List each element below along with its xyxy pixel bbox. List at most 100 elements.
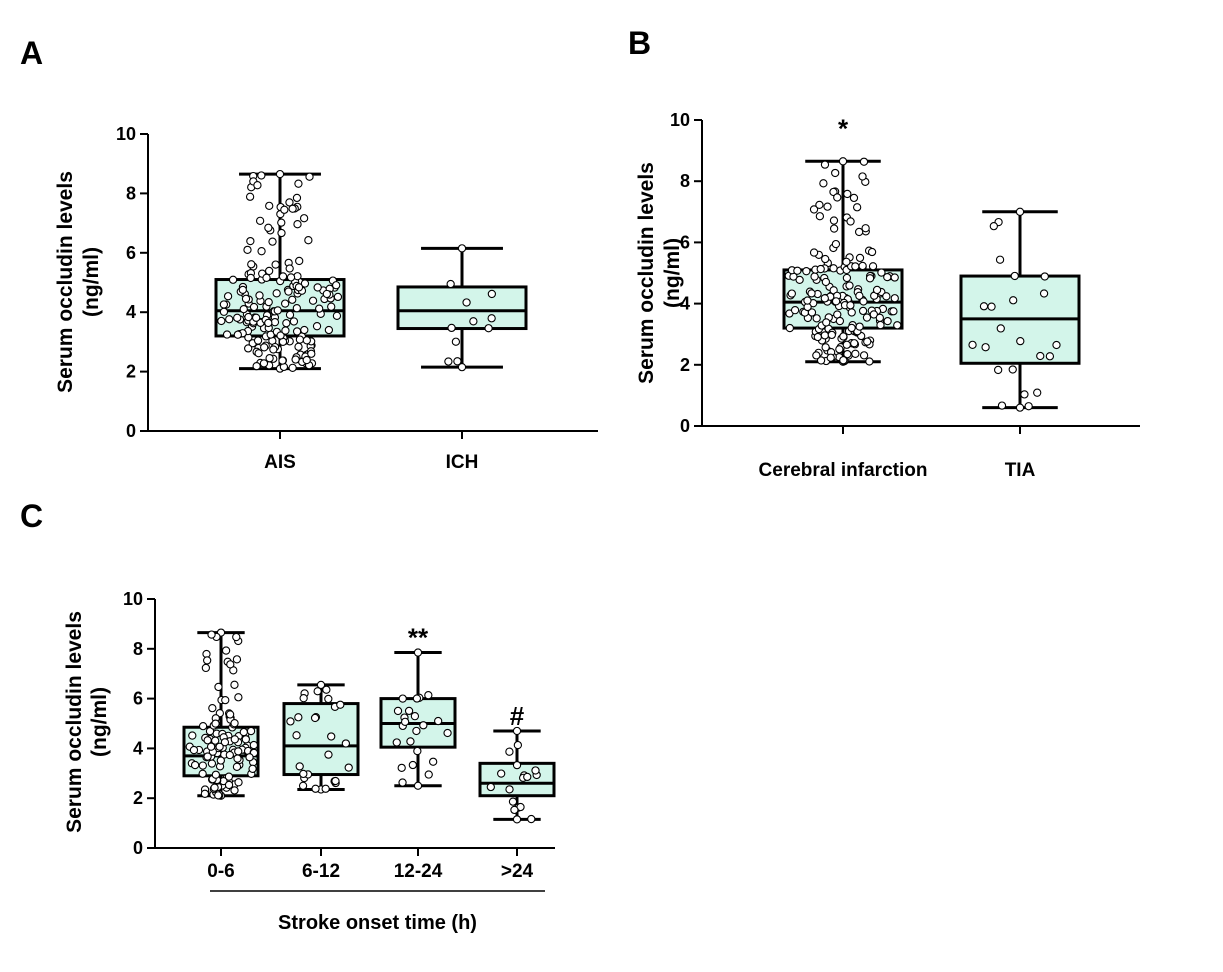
data-point — [232, 655, 242, 664]
data-point — [272, 289, 281, 298]
data-point — [443, 728, 452, 738]
data-point — [324, 325, 334, 335]
data-point — [221, 646, 231, 655]
data-point — [205, 727, 215, 736]
data-point — [300, 325, 309, 335]
data-point — [889, 307, 898, 316]
y-axis-label-unit: (ng/ml) — [80, 247, 103, 317]
data-point — [312, 322, 322, 331]
data-point — [505, 747, 514, 756]
data-point — [207, 759, 217, 768]
data-point — [255, 216, 265, 225]
data-point — [292, 327, 302, 336]
y-tick-label: 8 — [126, 183, 136, 203]
data-point — [265, 354, 274, 363]
data-point — [307, 349, 316, 358]
data-point — [207, 630, 216, 639]
y-tick-label: 0 — [680, 416, 690, 436]
panel-b: B 0 2 4 6 8 10 Serum occludin levels (ng/ml) Cer… — [628, 25, 1140, 481]
data-point — [785, 323, 794, 333]
data-point — [241, 294, 251, 303]
data-point — [230, 786, 239, 795]
data-point — [324, 694, 333, 704]
data-point — [994, 365, 1003, 375]
data-point — [829, 187, 838, 197]
data-point — [457, 362, 467, 372]
data-point — [812, 314, 821, 323]
data-point — [277, 218, 286, 227]
data-point — [292, 304, 301, 313]
data-point — [842, 257, 851, 266]
data-point — [408, 760, 418, 770]
data-point — [419, 721, 428, 730]
data-point — [815, 200, 824, 210]
data-point — [486, 782, 495, 792]
data-point — [831, 168, 840, 178]
data-point — [275, 169, 285, 179]
data-point — [234, 778, 243, 787]
y-axis-label: Serum occludin levels — [635, 162, 658, 384]
data-point — [819, 179, 828, 188]
data-point — [322, 289, 332, 299]
data-point — [280, 205, 289, 214]
data-point — [294, 342, 303, 351]
data-point — [189, 745, 199, 755]
data-point — [434, 716, 443, 726]
data-point — [233, 330, 242, 339]
data-point — [505, 785, 514, 794]
data-point — [859, 157, 869, 166]
data-point — [858, 172, 867, 181]
data-point — [188, 731, 197, 740]
data-point — [228, 275, 238, 284]
data-point — [989, 221, 998, 231]
data-point — [245, 753, 254, 762]
data-point — [298, 781, 308, 790]
panel-a: A 0 2 4 6 8 10 Serum occludin levels (ng/ml) AIS… — [20, 35, 598, 473]
data-point — [995, 255, 1005, 264]
data-point — [865, 274, 875, 283]
data-point — [855, 291, 864, 300]
data-point — [842, 273, 852, 283]
data-point — [244, 312, 253, 322]
data-point — [315, 304, 324, 313]
y-tick-label: 10 — [670, 110, 690, 130]
data-point — [246, 273, 255, 283]
data-point — [424, 770, 433, 779]
data-point — [253, 336, 263, 345]
data-point — [497, 769, 506, 778]
data-point — [469, 317, 478, 326]
data-point — [1040, 272, 1049, 281]
x-category-label: 12-24 — [394, 861, 443, 882]
data-point — [400, 717, 410, 726]
data-point — [820, 331, 830, 340]
data-point — [308, 296, 318, 305]
y-tick-label: 2 — [680, 355, 690, 375]
data-point — [790, 306, 800, 315]
data-point — [1052, 340, 1061, 350]
data-point — [271, 260, 280, 269]
data-point — [294, 713, 303, 722]
data-point — [291, 355, 300, 364]
data-point — [225, 750, 234, 760]
data-point — [230, 680, 239, 689]
data-point — [239, 304, 248, 314]
data-point — [264, 223, 273, 232]
data-point — [289, 317, 299, 326]
y-tick-label: 2 — [133, 788, 143, 808]
data-point — [816, 356, 826, 365]
data-point — [523, 772, 532, 782]
data-point — [820, 294, 829, 303]
data-point — [246, 726, 256, 736]
data-point — [987, 302, 996, 311]
data-point — [278, 356, 287, 365]
data-point — [1016, 336, 1025, 346]
data-point — [1045, 352, 1055, 361]
data-point — [244, 344, 253, 353]
data-point — [839, 356, 848, 365]
data-point — [872, 285, 882, 295]
data-point — [276, 331, 285, 340]
data-point — [255, 291, 264, 300]
data-point — [333, 292, 343, 302]
data-point — [821, 277, 831, 287]
